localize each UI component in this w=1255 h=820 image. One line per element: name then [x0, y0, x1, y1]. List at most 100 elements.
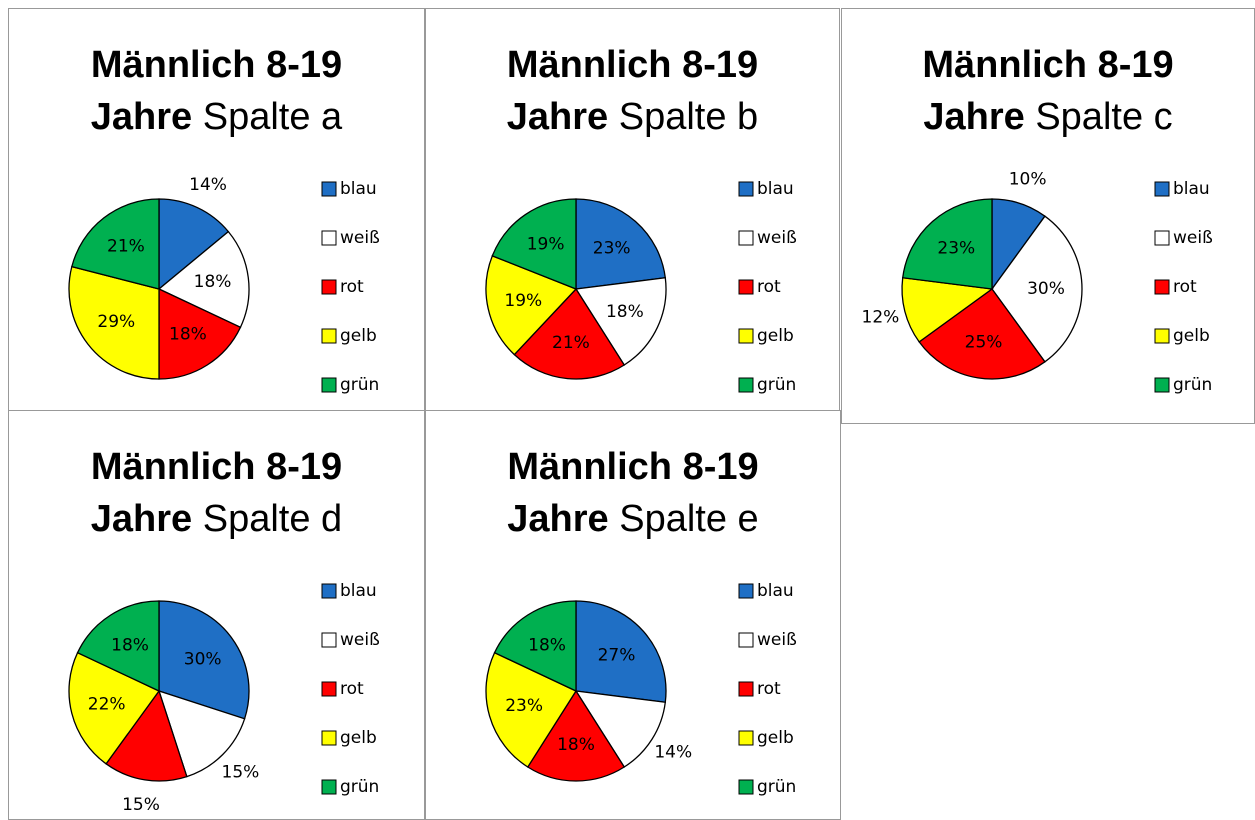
legend-swatch: [321, 681, 337, 697]
pie-slice: [68, 265, 160, 380]
legend-label: gelb: [757, 326, 794, 346]
legend-swatch: [321, 181, 337, 197]
pie-slice: [526, 689, 626, 782]
data-label: 30%: [184, 649, 222, 669]
pie-slice: [574, 690, 667, 768]
legend-swatch: [321, 779, 337, 795]
legend-swatch: [1154, 279, 1170, 295]
legend-label: rot: [1173, 277, 1197, 297]
legend-label: weiß: [1173, 228, 1213, 248]
legend-label: grün: [340, 375, 379, 395]
data-label: 29%: [97, 312, 135, 332]
title-regular: Spalte c: [1035, 96, 1173, 138]
legend-label: grün: [340, 777, 379, 797]
pie-slice: [71, 198, 160, 290]
legend-swatch: [738, 779, 754, 795]
chart-cell: Männlich 8-19 Jahre Spalte a 14% 18% 18% 29%…: [8, 8, 425, 412]
chart-title: Männlich 8-19 Jahre Spalte d: [52, 441, 382, 545]
pie-slice: [158, 600, 250, 720]
title-regular: Spalte a: [202, 96, 343, 138]
legend-label: rot: [340, 679, 364, 699]
legend-swatch: [738, 632, 754, 648]
legend-swatch: [738, 230, 754, 246]
pie-slice: [491, 198, 577, 290]
title-regular: Spalte d: [202, 498, 343, 540]
data-label: 19%: [504, 291, 542, 311]
legend-label: rot: [757, 277, 781, 297]
legend-swatch: [1154, 230, 1170, 246]
legend-swatch: [321, 279, 337, 295]
chart-cell: Männlich 8-19 Jahre Spalte c 10% 30% 25% 12%…: [841, 8, 1255, 424]
data-label: 15%: [222, 762, 260, 782]
data-label: 14%: [189, 175, 227, 195]
legend-label: blau: [340, 581, 377, 601]
legend-swatch: [1154, 377, 1170, 393]
pie-slice: [493, 600, 577, 693]
chart-title: Männlich 8-19 Jahre Spalte c: [883, 39, 1213, 143]
pie-slice: [158, 198, 230, 291]
pie-slice: [575, 600, 667, 704]
pie-chart: 30% 15% 15% 22% 18% blau weiß rot gelb grün: [68, 581, 380, 815]
data-label: 30%: [1027, 279, 1065, 299]
data-label: 19%: [527, 234, 565, 254]
legend-swatch: [738, 377, 754, 393]
pie-slice: [485, 651, 577, 768]
legend-swatch: [1154, 328, 1170, 344]
data-label: 18%: [557, 735, 595, 755]
pie-slice: [901, 198, 993, 290]
pie-slice: [575, 198, 667, 290]
pie-chart: 10% 30% 25% 12% 23% blau weiß rot gelb grün: [862, 169, 1213, 395]
legend-label: gelb: [1173, 326, 1210, 346]
title-regular: Spalte e: [619, 498, 759, 540]
title-bold: Männlich 8-19 Jahre: [507, 446, 759, 540]
data-label: 18%: [606, 302, 644, 322]
data-label: 18%: [528, 635, 566, 655]
chart-title: Männlich 8-19 Jahre Spalte a: [52, 39, 382, 143]
legend-swatch: [738, 279, 754, 295]
data-label: 21%: [552, 333, 590, 353]
data-label: 18%: [111, 635, 149, 655]
legend-label: weiß: [757, 630, 797, 650]
data-label: 21%: [107, 236, 145, 256]
chart-title: Männlich 8-19 Jahre Spalte b: [468, 39, 798, 143]
title-bold: Männlich 8-19 Jahre: [90, 446, 343, 540]
legend-label: blau: [757, 581, 794, 601]
legend-swatch: [321, 583, 337, 599]
data-label: 10%: [1009, 169, 1047, 189]
legend-label: gelb: [757, 728, 794, 748]
legend-swatch: [321, 377, 337, 393]
pie-slice: [157, 230, 250, 329]
data-label: 23%: [593, 238, 631, 258]
data-label: 22%: [88, 694, 126, 714]
pie-slice: [76, 600, 160, 693]
legend-swatch: [1154, 181, 1170, 197]
legend-swatch: [738, 730, 754, 746]
pie-slice: [105, 689, 188, 782]
legend-label: blau: [340, 179, 377, 199]
legend-label: blau: [1173, 179, 1210, 199]
data-label: 23%: [937, 238, 975, 258]
legend-label: grün: [757, 777, 796, 797]
legend-swatch: [738, 181, 754, 197]
pie-chart: 27% 14% 18% 23% 18% blau weiß rot gelb grün: [485, 581, 797, 797]
legend-label: gelb: [340, 326, 377, 346]
chart-cell: Männlich 8-19 Jahre Spalte d 30% 15% 15% 22%…: [8, 410, 425, 820]
legend-swatch: [321, 632, 337, 648]
pie-chart: 14% 18% 18% 29% 21% blau weiß rot gelb grün: [68, 175, 380, 395]
legend-label: grün: [757, 375, 796, 395]
legend-swatch: [321, 328, 337, 344]
legend-swatch: [738, 328, 754, 344]
title-bold: Männlich 8-19 Jahre: [506, 44, 759, 138]
legend-label: rot: [757, 679, 781, 699]
title-bold: Männlich 8-19 Jahre: [90, 44, 343, 138]
legend-label: grün: [1173, 375, 1212, 395]
pie-slice: [991, 215, 1083, 363]
legend-label: weiß: [340, 228, 380, 248]
legend-swatch: [738, 583, 754, 599]
legend-label: weiß: [340, 630, 380, 650]
title-regular: Spalte b: [618, 96, 759, 138]
legend-label: rot: [340, 277, 364, 297]
data-label: 14%: [654, 743, 692, 763]
legend-label: blau: [757, 179, 794, 199]
